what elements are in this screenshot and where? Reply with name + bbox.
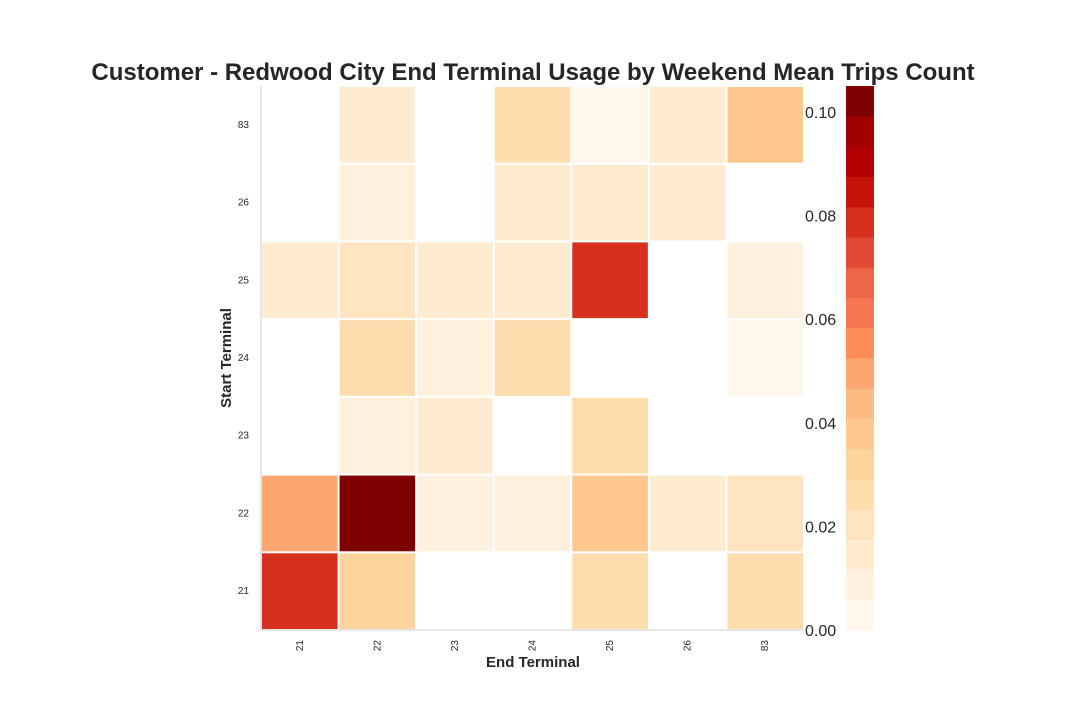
heatmap-cell (648, 474, 727, 553)
colorbar-band (846, 267, 874, 299)
y-tick-label: 22 (238, 508, 250, 519)
y-tick-label: 24 (238, 353, 250, 364)
colorbar-band (846, 539, 874, 571)
colorbar-band (846, 237, 874, 268)
colorbar-band (846, 388, 874, 419)
heatmap-cell (726, 86, 805, 164)
heatmap-cell (338, 241, 417, 320)
chart-title: Customer - Redwood City End Terminal Usa… (91, 59, 974, 86)
heatmap-cell (726, 319, 805, 397)
heatmap-cell (338, 552, 417, 630)
colorbar-tick-label: 0.08 (805, 209, 836, 226)
x-tick-label: 25 (605, 640, 616, 652)
heatmap-cell (493, 319, 572, 397)
y-tick-label: 23 (238, 431, 250, 442)
colorbar-band (846, 599, 874, 631)
colorbar (846, 86, 874, 631)
colorbar-band (846, 509, 874, 540)
heatmap-cell (726, 474, 805, 553)
colorbar-band (846, 206, 874, 238)
colorbar-tick-label: 0.06 (805, 312, 836, 329)
x-tick-label: 22 (372, 640, 383, 652)
y-tick-label: 21 (238, 586, 250, 597)
heatmap-cell (261, 552, 339, 630)
colorbar-band (846, 569, 874, 601)
colorbar-band (846, 116, 874, 147)
y-tick-labels: 21 22 23 24 25 26 83 (238, 120, 250, 597)
colorbar-band (846, 327, 874, 359)
heatmap-cell (571, 163, 649, 242)
heatmap-cell (338, 474, 417, 553)
heatmap-cell (571, 86, 649, 164)
colorbar-tick-label: 0.02 (805, 519, 836, 536)
heatmap-cell (571, 474, 649, 553)
heatmap-cell (338, 396, 417, 475)
x-tick-label: 83 (760, 640, 771, 652)
heatmap-cell (338, 86, 417, 164)
heatmap-cell (261, 474, 339, 553)
y-axis-label: Start Terminal (218, 308, 235, 408)
x-tick-label: 24 (528, 640, 539, 652)
heatmap-cell (726, 552, 805, 630)
colorbar-band (846, 478, 874, 510)
axes (260, 86, 804, 631)
colorbar-band (846, 176, 874, 208)
colorbar-tick-labels: 0.00 0.02 0.04 0.06 0.08 0.10 (805, 105, 836, 640)
colorbar-tick-label: 0.00 (805, 623, 836, 640)
colorbar-band (846, 448, 874, 480)
x-tick-labels: 21 22 23 24 25 26 83 (295, 640, 771, 652)
x-tick-label: 26 (683, 640, 694, 652)
x-axis-label: End Terminal (486, 654, 580, 671)
heatmap-cell (571, 552, 649, 630)
y-tick-label: 26 (238, 198, 250, 209)
heatmap-cell (416, 474, 494, 553)
heatmap-cell (261, 241, 339, 320)
heatmap-cell (648, 86, 727, 164)
heatmap-cell (571, 241, 649, 320)
heatmap-cell (648, 163, 727, 242)
heatmap-cell (416, 396, 494, 475)
colorbar-band (846, 146, 874, 178)
x-tick-label: 23 (450, 640, 461, 652)
heatmap-cell (416, 241, 494, 320)
heatmap-cell (416, 319, 494, 397)
colorbar-band (846, 297, 874, 329)
colorbar-band (846, 358, 874, 389)
y-tick-label: 25 (238, 275, 250, 286)
colorbar-band (846, 418, 874, 450)
y-tick-label: 83 (238, 120, 250, 131)
heatmap-cell (493, 86, 572, 164)
x-tick-label: 21 (295, 640, 306, 652)
heatmap-cell (493, 474, 572, 553)
heatmap-cells (261, 86, 805, 630)
heatmap-cell (338, 319, 417, 397)
heatmap-cell (493, 163, 572, 242)
heatmap-cell (726, 241, 805, 320)
colorbar-tick-label: 0.04 (805, 416, 836, 433)
colorbar-tick-label: 0.10 (805, 105, 836, 122)
heatmap-cell (338, 163, 417, 242)
heatmap-cell (571, 396, 649, 475)
heatmap-cell (493, 241, 572, 320)
colorbar-band (846, 86, 874, 117)
